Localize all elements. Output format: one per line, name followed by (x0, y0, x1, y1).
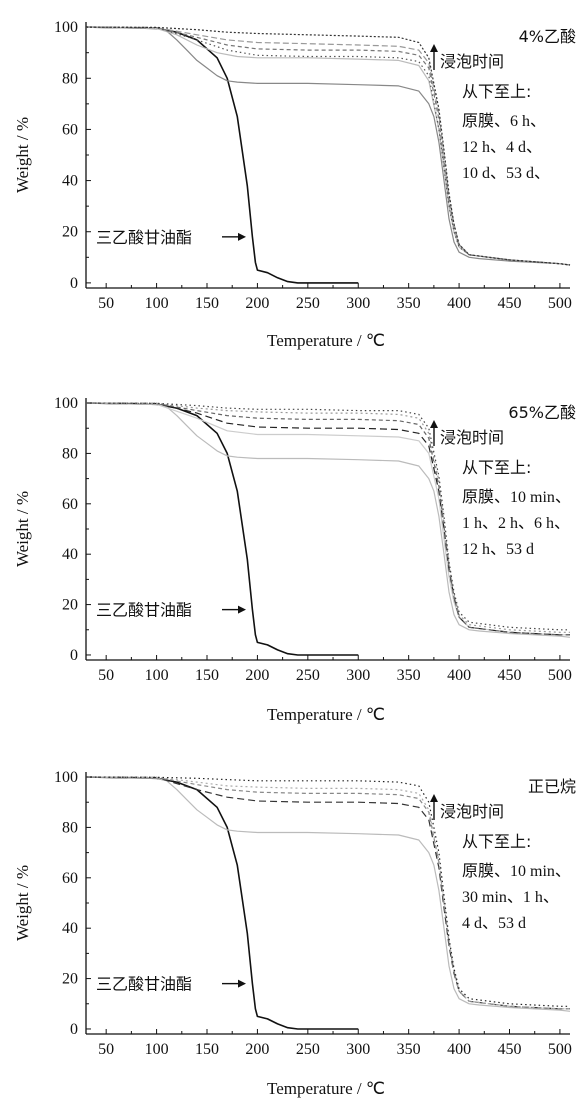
series-line-1 (85, 402, 359, 656)
x-tick-label: 50 (98, 667, 114, 684)
series-line-1 (85, 26, 359, 284)
x-tick-label: 400 (447, 295, 471, 312)
arrow-head (430, 794, 438, 802)
series-line-5 (85, 776, 570, 1010)
x-tick-label: 500 (548, 1041, 572, 1058)
panel-title: 4%乙酸 (519, 27, 576, 46)
x-axis-title: Temperature / ℃ (267, 705, 385, 724)
x-tick-label: 200 (245, 295, 269, 312)
y-tick-label: 80 (62, 70, 78, 87)
y-tick-label: 40 (62, 173, 78, 190)
y-tick-label: 0 (70, 647, 78, 664)
y-tick-label: 0 (70, 1021, 78, 1038)
series-line-2 (85, 26, 571, 266)
y-tick-label: 20 (62, 597, 78, 614)
y-tick-label: 100 (54, 395, 78, 412)
x-tick-label: 500 (548, 295, 572, 312)
panel-title: 正已烷 (528, 777, 576, 796)
order-label: 从下至上: (462, 82, 531, 101)
order-line-3: 10 d、53 d、 (462, 165, 550, 182)
x-tick-label: 250 (296, 1041, 320, 1058)
y-tick-label: 80 (62, 445, 78, 462)
y-tick-label: 100 (54, 19, 78, 36)
y-tick-label: 0 (70, 275, 78, 292)
series-line-3 (85, 26, 571, 266)
x-tick-label: 200 (245, 1041, 269, 1058)
series-line-2 (85, 776, 571, 1012)
order-label: 从下至上: (462, 458, 531, 477)
y-tick-label: 60 (62, 496, 78, 513)
x-tick-label: 150 (195, 295, 219, 312)
arrow-head (430, 420, 438, 428)
tga-panel-2: 50 100 150 200 250 300 350 400 450 500 0 20 40 60 80 10… (13, 395, 576, 724)
order-line-2: 1 h、2 h、6 h、 (462, 515, 570, 532)
series-line-5 (85, 402, 570, 636)
x-tick-label: 450 (498, 1041, 522, 1058)
triacetin-label: 三乙酸甘油酯 (96, 601, 192, 620)
x-tick-label: 400 (447, 1041, 471, 1058)
x-tick-label: 50 (98, 295, 114, 312)
y-axis-title: Weight / % (13, 491, 32, 567)
y-tick-label: 80 (62, 819, 78, 836)
series-line-1 (85, 776, 359, 1030)
triacetin-arrow-head (238, 979, 246, 988)
x-tick-label: 250 (296, 295, 320, 312)
y-tick-label: 100 (54, 769, 78, 786)
x-tick-label: 250 (296, 667, 320, 684)
x-axis-title: Temperature / ℃ (267, 331, 385, 350)
series-line-2 (85, 402, 571, 638)
triacetin-label: 三乙酸甘油酯 (96, 228, 192, 247)
soak-time-label: 浸泡时间 (440, 802, 504, 821)
order-line-3: 4 d、53 d (462, 915, 526, 932)
x-tick-label: 450 (498, 667, 522, 684)
y-axis-title: Weight / % (13, 865, 32, 941)
order-line-1: 原膜、10 min、 (462, 488, 571, 506)
x-tick-label: 200 (245, 667, 269, 684)
x-tick-label: 100 (145, 295, 169, 312)
soak-time-label: 浸泡时间 (440, 52, 504, 71)
y-tick-label: 60 (62, 870, 78, 887)
y-tick-label: 60 (62, 121, 78, 138)
x-tick-label: 350 (397, 667, 421, 684)
x-tick-label: 100 (145, 667, 169, 684)
y-tick-label: 40 (62, 920, 78, 937)
order-line-2: 12 h、4 d、 (462, 139, 542, 156)
tga-panel-3: 50 100 150 200 250 300 350 400 450 500 0 20 40 60 80 10… (13, 769, 576, 1098)
order-label: 从下至上: (462, 832, 531, 851)
x-tick-label: 300 (346, 667, 370, 684)
y-tick-label: 40 (62, 546, 78, 563)
x-tick-label: 50 (98, 1041, 114, 1058)
triacetin-label: 三乙酸甘油酯 (96, 975, 192, 994)
series-line-6 (85, 402, 570, 633)
y-tick-label: 20 (62, 971, 78, 988)
y-axis-title: Weight / % (13, 117, 32, 193)
soak-time-label: 浸泡时间 (440, 428, 504, 447)
order-line-2: 30 min、1 h、 (462, 889, 559, 906)
order-line-1: 原膜、10 min、 (462, 862, 571, 880)
order-line-1: 原膜、6 h、 (462, 112, 546, 130)
triacetin-arrow-head (238, 232, 246, 241)
series-line-7 (85, 26, 571, 266)
tga-panel-1: 50 100 150 200 250 300 350 400 450 500 0 20 40 60 80 10… (13, 19, 576, 350)
series-line-6 (85, 776, 570, 1007)
x-tick-label: 350 (397, 1041, 421, 1058)
arrow-head (430, 44, 438, 52)
x-tick-label: 300 (346, 295, 370, 312)
x-tick-label: 450 (498, 295, 522, 312)
x-tick-label: 350 (397, 295, 421, 312)
x-axis-title: Temperature / ℃ (267, 1079, 385, 1098)
x-tick-label: 100 (145, 1041, 169, 1058)
x-tick-label: 400 (447, 667, 471, 684)
x-tick-label: 500 (548, 667, 572, 684)
x-tick-label: 150 (195, 667, 219, 684)
series-line-6 (85, 26, 571, 266)
order-line-3: 12 h、53 d (462, 541, 534, 558)
y-tick-label: 20 (62, 224, 78, 241)
x-tick-label: 150 (195, 1041, 219, 1058)
series-line-4 (85, 26, 571, 266)
panel-title: 65%乙酸 (508, 403, 576, 422)
triacetin-arrow-head (238, 605, 246, 614)
x-tick-label: 300 (346, 1041, 370, 1058)
